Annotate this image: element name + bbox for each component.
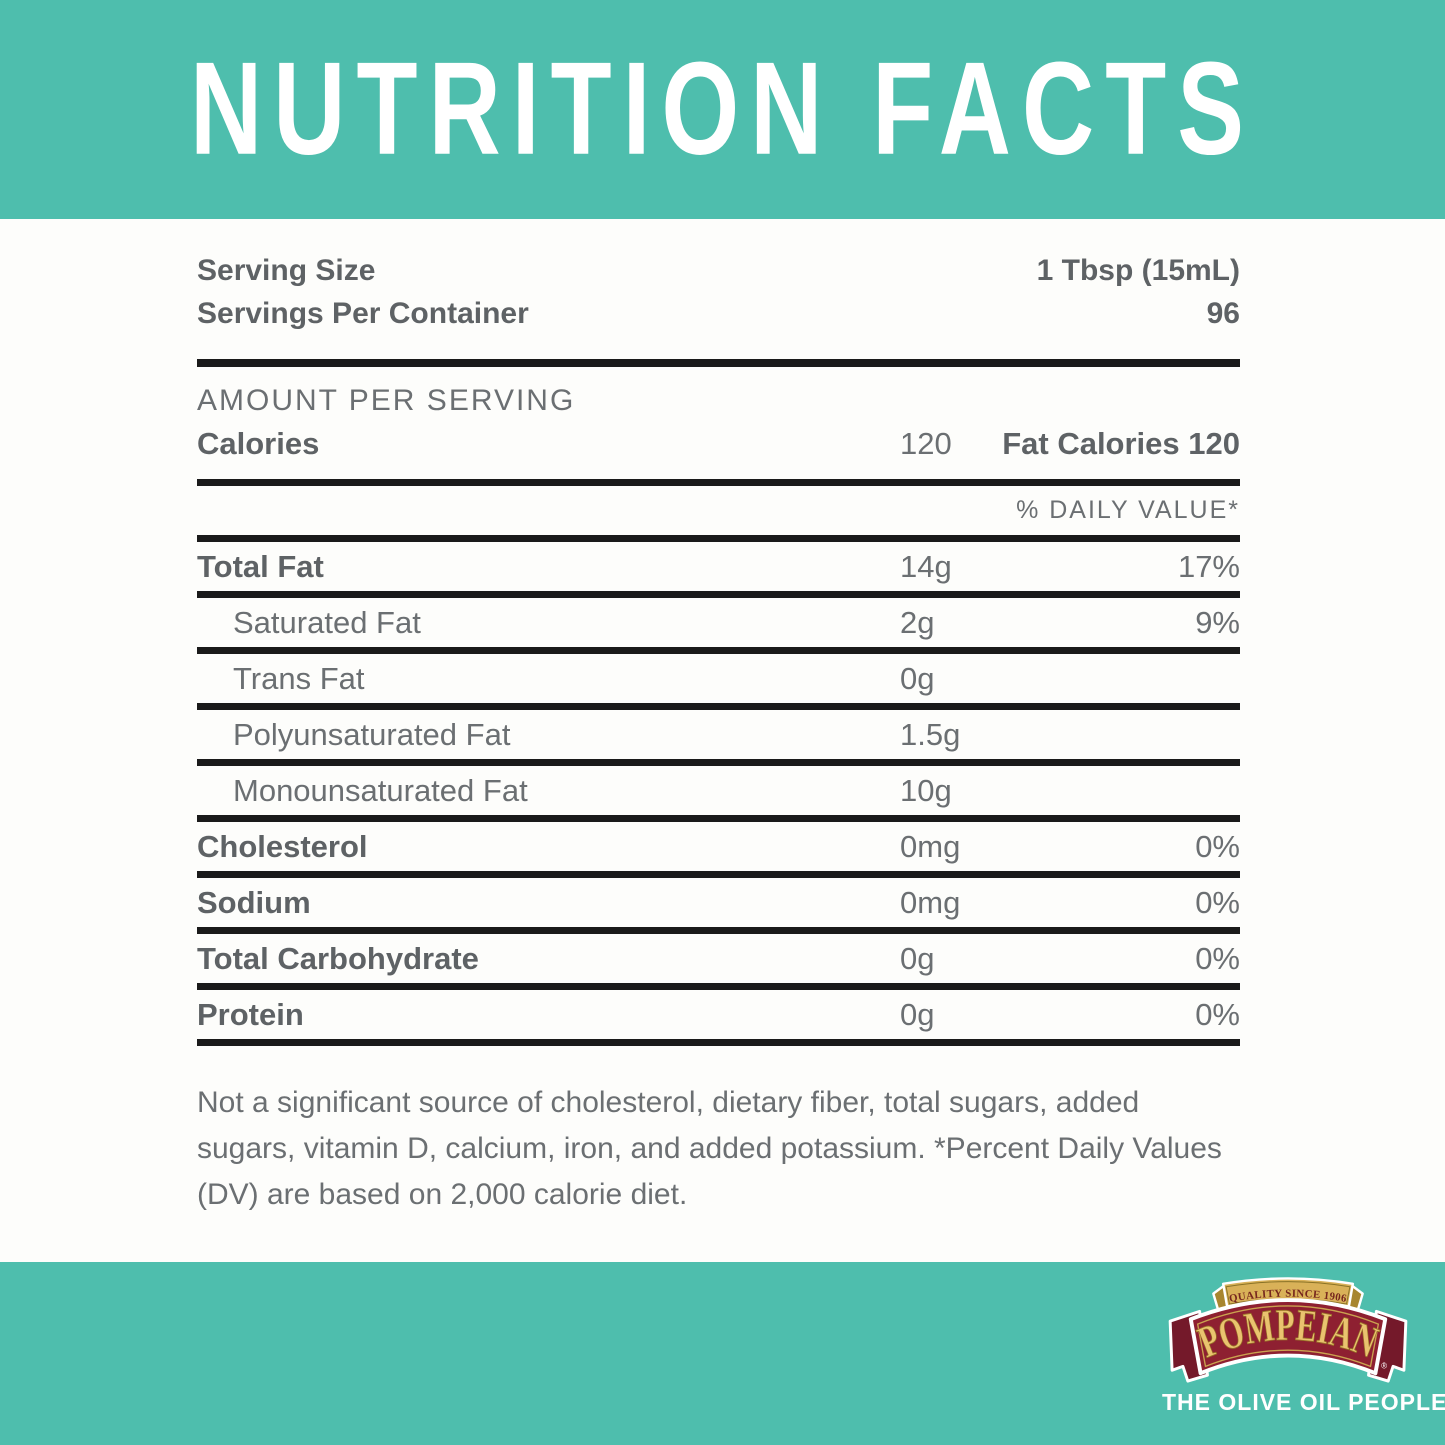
nutrient-row: Saturated Fat 2g 9% — [197, 598, 1240, 654]
nutrient-daily-value: 0% — [1195, 940, 1240, 976]
daily-value-heading: % DAILY VALUE* — [197, 486, 1240, 542]
nutrient-amount: 0g — [900, 996, 935, 1032]
svg-text:POMPEIAN: POMPEIAN — [1191, 1300, 1384, 1368]
nutrient-row: Sodium 0mg 0% — [197, 878, 1240, 934]
amount-per-serving-heading: AMOUNT PER SERVING — [197, 384, 576, 417]
nutrient-label: Monounsaturated Fat — [233, 772, 528, 808]
nutrient-row: Cholesterol 0mg 0% — [197, 822, 1240, 878]
footer-banner: QUALITY SINCE 1906 POMPEIAN ® — [0, 1262, 1445, 1445]
nutrient-label: Trans Fat — [233, 660, 365, 696]
nutrient-row: Monounsaturated Fat 10g — [197, 766, 1240, 822]
nutrients-table: Total Fat 14g 17% Saturated Fat 2g 9% — [197, 542, 1240, 1046]
brand-tagline: THE OLIVE OIL PEOPLE — [1162, 1389, 1445, 1415]
serving-section: Serving Size 1 Tbsp (15mL) Servings Per … — [197, 219, 1240, 359]
nutrient-daily-value: 9% — [1195, 604, 1240, 640]
nutrient-row: Total Fat 14g 17% — [197, 542, 1240, 598]
nutrient-daily-value: 0% — [1195, 884, 1240, 920]
page-title: NUTRITION FACTS — [190, 34, 1255, 183]
nutrient-amount: 0mg — [900, 884, 961, 920]
calories-label: Calories — [197, 426, 320, 461]
nutrient-label: Cholesterol — [197, 828, 368, 864]
amount-per-serving-section: AMOUNT PER SERVING Calories 120 Fat Calo… — [197, 367, 1240, 479]
nutrient-amount: 0g — [900, 660, 935, 696]
nutrient-row: Protein 0g 0% — [197, 990, 1240, 1046]
banner-body: POMPEIAN ® — [1188, 1298, 1387, 1376]
nutrient-daily-value: 17% — [1177, 548, 1240, 584]
header-banner: NUTRITION FACTS — [0, 0, 1445, 219]
serving-row: Servings Per Container 96 — [197, 292, 1240, 335]
nutrient-label: Protein — [197, 996, 304, 1032]
serving-row: Serving Size 1 Tbsp (15mL) — [197, 249, 1240, 292]
nutrient-label: Polyunsaturated Fat — [233, 716, 511, 752]
calories-row: Calories 120 Fat Calories 120 — [197, 421, 1240, 467]
nutrient-row: Polyunsaturated Fat 1.5g — [197, 710, 1240, 766]
nutrient-amount: 1.5g — [900, 716, 961, 752]
serving-row-label: Servings Per Container — [197, 297, 529, 330]
nutrient-row: Total Carbohydrate 0g 0% — [197, 934, 1240, 990]
nutrient-amount: 10g — [900, 772, 952, 808]
nutrient-amount: 14g — [900, 548, 952, 584]
calories-value: 120 — [900, 426, 952, 461]
nutrient-amount: 0mg — [900, 828, 961, 864]
nutrient-amount: 2g — [900, 604, 935, 640]
nutrient-daily-value: 0% — [1195, 996, 1240, 1032]
brand-name-text: POMPEIAN — [1191, 1299, 1385, 1368]
serving-row-value: 96 — [1206, 297, 1240, 330]
nutrient-label: Sodium — [197, 884, 311, 920]
registered-mark: ® — [1381, 1361, 1387, 1370]
nutrient-label: Saturated Fat — [233, 604, 421, 640]
fat-calories-value: Fat Calories 120 — [1002, 426, 1240, 461]
serving-row-value: 1 Tbsp (15mL) — [1036, 254, 1240, 287]
nutrient-row: Trans Fat 0g — [197, 654, 1240, 710]
nutrient-daily-value: 0% — [1195, 828, 1240, 864]
divider-line — [197, 479, 1240, 486]
divider-line — [197, 359, 1240, 367]
nutrient-label: Total Fat — [197, 548, 324, 584]
label-body: Serving Size 1 Tbsp (15mL) Servings Per … — [0, 219, 1445, 1262]
nutrient-amount: 0g — [900, 940, 935, 976]
pompeian-logo: QUALITY SINCE 1906 POMPEIAN ® — [1168, 1277, 1408, 1383]
serving-row-label: Serving Size — [197, 254, 376, 287]
footnote-text: Not a significant source of cholesterol,… — [197, 1086, 1222, 1211]
nutrient-label: Total Carbohydrate — [197, 940, 479, 976]
brand-block: QUALITY SINCE 1906 POMPEIAN ® — [1162, 1275, 1445, 1416]
